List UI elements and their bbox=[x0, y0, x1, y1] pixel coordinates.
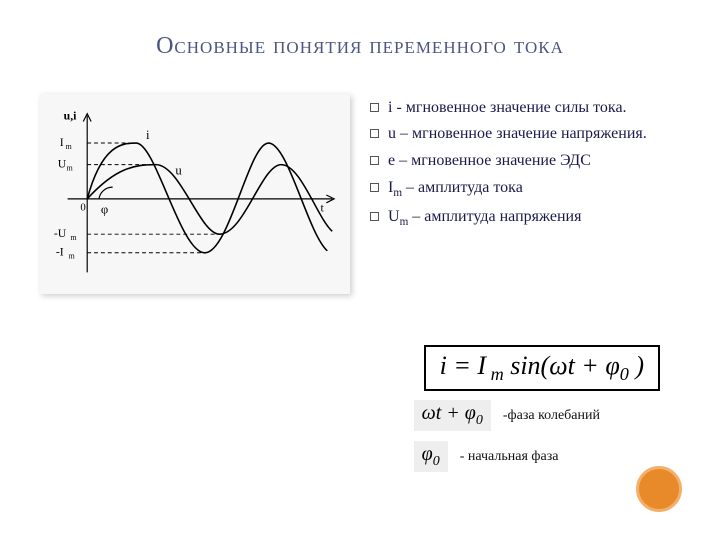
svg-text:m: m bbox=[69, 251, 75, 260]
slide-title: Основные понятия переменного тока bbox=[40, 30, 680, 64]
svg-text:m: m bbox=[66, 142, 72, 151]
svg-text:0: 0 bbox=[80, 201, 85, 213]
definitions-list: i - мгновенное значение силы тока. u – м… bbox=[370, 94, 680, 294]
svg-text:m: m bbox=[67, 163, 73, 172]
list-item: u – мгновенное значение напряжения. bbox=[370, 124, 680, 145]
svg-text:I: I bbox=[60, 136, 64, 149]
main-formula: i = I m sin(ωt + φ0 ) bbox=[424, 345, 660, 391]
svg-text:u,i: u,i bbox=[64, 109, 77, 122]
content-row: u,i Im Um -U m -I m t i u bbox=[40, 94, 680, 294]
list-item: Um – амплитуда напряжения bbox=[370, 207, 680, 230]
accent-dot-icon bbox=[636, 466, 682, 512]
svg-text:φ: φ bbox=[101, 202, 108, 216]
svg-text:t: t bbox=[320, 201, 324, 214]
phase-label-2: - начальная фаза bbox=[460, 449, 559, 465]
phase-expr-2: φ0 bbox=[414, 441, 448, 472]
ac-waveform-svg: u,i Im Um -U m -I m t i u bbox=[48, 102, 342, 286]
list-item: Im – амплитуда тока bbox=[370, 178, 680, 201]
svg-text:u: u bbox=[175, 163, 182, 177]
slide: Основные понятия переменного тока u,i Im… bbox=[0, 0, 720, 540]
svg-text:U: U bbox=[58, 157, 67, 170]
list-item: i - мгновенное значение силы тока. bbox=[370, 98, 680, 119]
ac-waveform-graph: u,i Im Um -U m -I m t i u bbox=[40, 94, 350, 294]
phase-label-1: -фаза колебаний bbox=[503, 408, 600, 424]
phase-annotations: ωt + φ0 -фаза колебаний φ0 - начальная ф… bbox=[414, 400, 600, 482]
phase-expr-1: ωt + φ0 bbox=[414, 400, 491, 431]
svg-text:i: i bbox=[146, 128, 150, 142]
phase-row-1: ωt + φ0 -фаза колебаний bbox=[414, 400, 600, 431]
svg-text:m: m bbox=[71, 233, 77, 242]
svg-text:-I: -I bbox=[56, 245, 64, 258]
phase-row-2: φ0 - начальная фаза bbox=[414, 441, 600, 472]
svg-text:-U: -U bbox=[54, 227, 67, 240]
list-item: e – мгновенное значение ЭДС bbox=[370, 151, 680, 172]
